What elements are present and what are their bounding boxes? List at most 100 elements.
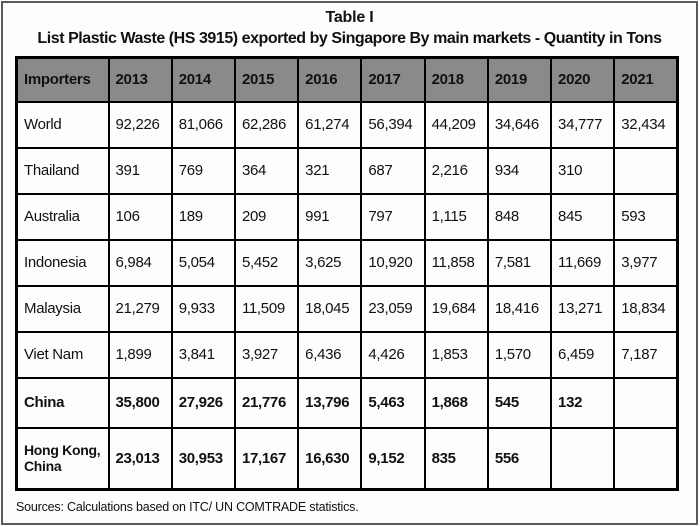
column-header-year: 2015 bbox=[233, 56, 300, 103]
value-cell: 797 bbox=[360, 192, 426, 241]
table-header: Importers 2013 2014 2015 2016 2017 2018 2019 202… bbox=[15, 56, 679, 103]
value-cell: 3,841 bbox=[170, 330, 236, 379]
row-label: World bbox=[15, 100, 110, 149]
value-cell: 1,853 bbox=[423, 330, 489, 379]
column-header-year: 2016 bbox=[297, 56, 363, 103]
value-cell: 9,933 bbox=[170, 284, 236, 333]
column-header-year: 2019 bbox=[486, 56, 553, 103]
value-cell: 845 bbox=[550, 192, 616, 241]
table-subtitle: List Plastic Waste (HS 3915) exported by… bbox=[37, 30, 662, 47]
value-cell: 92,226 bbox=[107, 100, 173, 149]
value-cell: 545 bbox=[486, 376, 553, 429]
header-row: Importers 2013 2014 2015 2016 2017 2018 2019 202… bbox=[15, 56, 679, 103]
table-body: World 92,226 81,066 62,286 61,274 56,394 44,20… bbox=[15, 100, 679, 491]
table-row: Thailand 391 769 364 321 687 2,216 934 310 bbox=[15, 146, 679, 195]
value-cell: 132 bbox=[550, 376, 616, 429]
value-cell: 364 bbox=[233, 146, 300, 195]
column-header-year: 2017 bbox=[360, 56, 426, 103]
row-label: Indonesia bbox=[15, 238, 110, 287]
table-row: Viet Nam 1,899 3,841 3,927 6,436 4,426 1,853 1,… bbox=[15, 330, 679, 379]
value-cell: 934 bbox=[486, 146, 553, 195]
column-header-year: 2020 bbox=[550, 56, 616, 103]
value-cell: 1,570 bbox=[486, 330, 553, 379]
value-cell: 56,394 bbox=[360, 100, 426, 149]
value-cell: 21,776 bbox=[233, 376, 300, 429]
value-cell: 3,625 bbox=[297, 238, 363, 287]
value-cell: 18,834 bbox=[613, 284, 679, 333]
value-cell: 7,187 bbox=[613, 330, 679, 379]
value-cell: 16,630 bbox=[297, 426, 363, 491]
value-cell: 4,426 bbox=[360, 330, 426, 379]
value-cell: 848 bbox=[486, 192, 553, 241]
value-cell bbox=[550, 426, 616, 491]
value-cell bbox=[613, 426, 679, 491]
value-cell: 34,646 bbox=[486, 100, 553, 149]
value-cell: 61,274 bbox=[297, 100, 363, 149]
value-cell: 5,452 bbox=[233, 238, 300, 287]
table-row: Malaysia 21,279 9,933 11,509 18,045 23,059 19,… bbox=[15, 284, 679, 333]
table-row: China 35,800 27,926 21,776 13,796 5,463 1,868 5… bbox=[15, 376, 679, 429]
row-label: Malaysia bbox=[15, 284, 110, 333]
value-cell: 6,984 bbox=[107, 238, 173, 287]
row-label: Viet Nam bbox=[15, 330, 110, 379]
row-label: Australia bbox=[15, 192, 110, 241]
value-cell: 35,800 bbox=[107, 376, 173, 429]
value-cell: 593 bbox=[613, 192, 679, 241]
value-cell: 6,459 bbox=[550, 330, 616, 379]
value-cell: 2,216 bbox=[423, 146, 489, 195]
value-cell: 835 bbox=[423, 426, 489, 491]
table-title: Table I bbox=[325, 9, 374, 26]
value-cell: 687 bbox=[360, 146, 426, 195]
value-cell: 18,045 bbox=[297, 284, 363, 333]
value-cell: 1,115 bbox=[423, 192, 489, 241]
value-cell: 62,286 bbox=[233, 100, 300, 149]
value-cell: 106 bbox=[107, 192, 173, 241]
value-cell: 23,013 bbox=[107, 426, 173, 491]
value-cell: 18,416 bbox=[486, 284, 553, 333]
value-cell: 23,059 bbox=[360, 284, 426, 333]
column-header-year: 2021 bbox=[613, 56, 679, 103]
value-cell bbox=[613, 376, 679, 429]
table-row: Hong Kong, China 23,013 30,953 17,167 16,630… bbox=[15, 426, 679, 491]
value-cell: 7,581 bbox=[486, 238, 553, 287]
row-label: China bbox=[15, 376, 110, 429]
value-cell: 44,209 bbox=[423, 100, 489, 149]
value-cell: 11,858 bbox=[423, 238, 489, 287]
value-cell: 3,977 bbox=[613, 238, 679, 287]
column-header-year: 2013 bbox=[107, 56, 173, 103]
value-cell: 556 bbox=[486, 426, 553, 491]
table-row: Indonesia 6,984 5,054 5,452 3,625 10,920 11,85… bbox=[15, 238, 679, 287]
column-header-importers: Importers bbox=[15, 56, 110, 103]
value-cell: 6,436 bbox=[297, 330, 363, 379]
value-cell: 17,167 bbox=[233, 426, 300, 491]
value-cell: 9,152 bbox=[360, 426, 426, 491]
value-cell bbox=[613, 146, 679, 195]
table-row: World 92,226 81,066 62,286 61,274 56,394 44,20… bbox=[15, 100, 679, 149]
value-cell: 991 bbox=[297, 192, 363, 241]
value-cell: 34,777 bbox=[550, 100, 616, 149]
value-cell: 310 bbox=[550, 146, 616, 195]
value-cell: 11,669 bbox=[550, 238, 616, 287]
row-label: Thailand bbox=[15, 146, 110, 195]
value-cell: 391 bbox=[107, 146, 173, 195]
value-cell: 209 bbox=[233, 192, 300, 241]
value-cell: 769 bbox=[170, 146, 236, 195]
value-cell: 19,684 bbox=[423, 284, 489, 333]
column-header-year: 2014 bbox=[170, 56, 236, 103]
value-cell: 189 bbox=[170, 192, 236, 241]
table-row: Australia 106 189 209 991 797 1,115 848 845 593 bbox=[15, 192, 679, 241]
column-header-year: 2018 bbox=[423, 56, 489, 103]
plastic-waste-export-table: Importers 2013 2014 2015 2016 2017 2018 2019 202… bbox=[15, 56, 679, 491]
value-cell: 1,899 bbox=[107, 330, 173, 379]
value-cell: 11,509 bbox=[233, 284, 300, 333]
value-cell: 13,271 bbox=[550, 284, 616, 333]
value-cell: 3,927 bbox=[233, 330, 300, 379]
value-cell: 21,279 bbox=[107, 284, 173, 333]
value-cell: 1,868 bbox=[423, 376, 489, 429]
value-cell: 5,463 bbox=[360, 376, 426, 429]
value-cell: 13,796 bbox=[297, 376, 363, 429]
value-cell: 321 bbox=[297, 146, 363, 195]
value-cell: 10,920 bbox=[360, 238, 426, 287]
value-cell: 32,434 bbox=[613, 100, 679, 149]
